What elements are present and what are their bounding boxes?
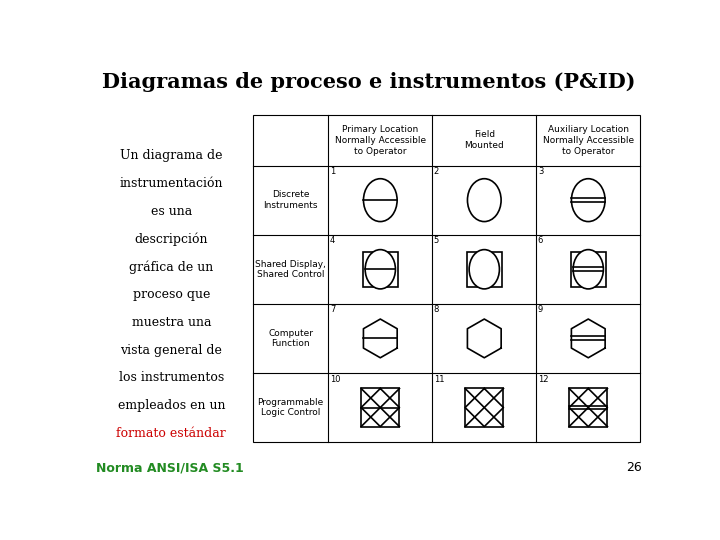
Text: Auxiliary Location
Normally Accessible
to Operator: Auxiliary Location Normally Accessible t… [543, 125, 634, 156]
Text: 4: 4 [330, 236, 335, 245]
Text: 26: 26 [626, 462, 642, 475]
Text: 9: 9 [538, 306, 543, 314]
Ellipse shape [467, 179, 501, 221]
Text: 2: 2 [434, 167, 439, 176]
Text: 5: 5 [434, 236, 439, 245]
Text: es una: es una [150, 205, 192, 218]
Text: los instrumentos: los instrumentos [119, 372, 224, 384]
Text: instrumentación: instrumentación [120, 177, 223, 190]
Bar [465, 388, 503, 427]
Text: empleados en un: empleados en un [117, 399, 225, 412]
Ellipse shape [573, 249, 603, 289]
Text: 11: 11 [434, 375, 444, 383]
Text: Diagramas de proceso e instrumentos (P&ID): Diagramas de proceso e instrumentos (P&I… [102, 72, 636, 92]
Text: 12: 12 [538, 375, 549, 383]
Text: Shared Display,
Shared Control: Shared Display, Shared Control [255, 260, 326, 279]
Text: 7: 7 [330, 306, 336, 314]
Bar [570, 252, 606, 287]
Text: gráfica de un: gráfica de un [130, 260, 214, 274]
Text: 8: 8 [434, 306, 439, 314]
Text: Field
Mounted: Field Mounted [464, 130, 504, 150]
Text: vista general de: vista general de [120, 343, 222, 356]
Text: Discrete
Instruments: Discrete Instruments [264, 191, 318, 210]
Text: proceso que: proceso que [132, 288, 210, 301]
Text: 3: 3 [538, 167, 543, 176]
Text: 6: 6 [538, 236, 543, 245]
Ellipse shape [365, 249, 395, 289]
Text: descripción: descripción [135, 233, 208, 246]
Text: 10: 10 [330, 375, 341, 383]
Bar [363, 252, 398, 287]
Text: 1: 1 [330, 167, 335, 176]
Bar [253, 115, 640, 442]
Text: Programmable
Logic Control: Programmable Logic Control [258, 398, 324, 417]
Text: Norma ANSI/ISA S5.1: Norma ANSI/ISA S5.1 [96, 462, 244, 475]
Ellipse shape [469, 249, 500, 289]
Ellipse shape [364, 179, 397, 221]
Text: Primary Location
Normally Accessible
to Operator: Primary Location Normally Accessible to … [335, 125, 426, 156]
Text: Un diagrama de: Un diagrama de [120, 150, 222, 163]
Bar [569, 388, 608, 427]
Text: Computer
Function: Computer Function [268, 329, 313, 348]
Text: muestra una: muestra una [132, 316, 211, 329]
Ellipse shape [572, 179, 605, 221]
Text: formato estándar: formato estándar [117, 427, 226, 440]
Bar [467, 252, 502, 287]
Bar [361, 388, 400, 427]
